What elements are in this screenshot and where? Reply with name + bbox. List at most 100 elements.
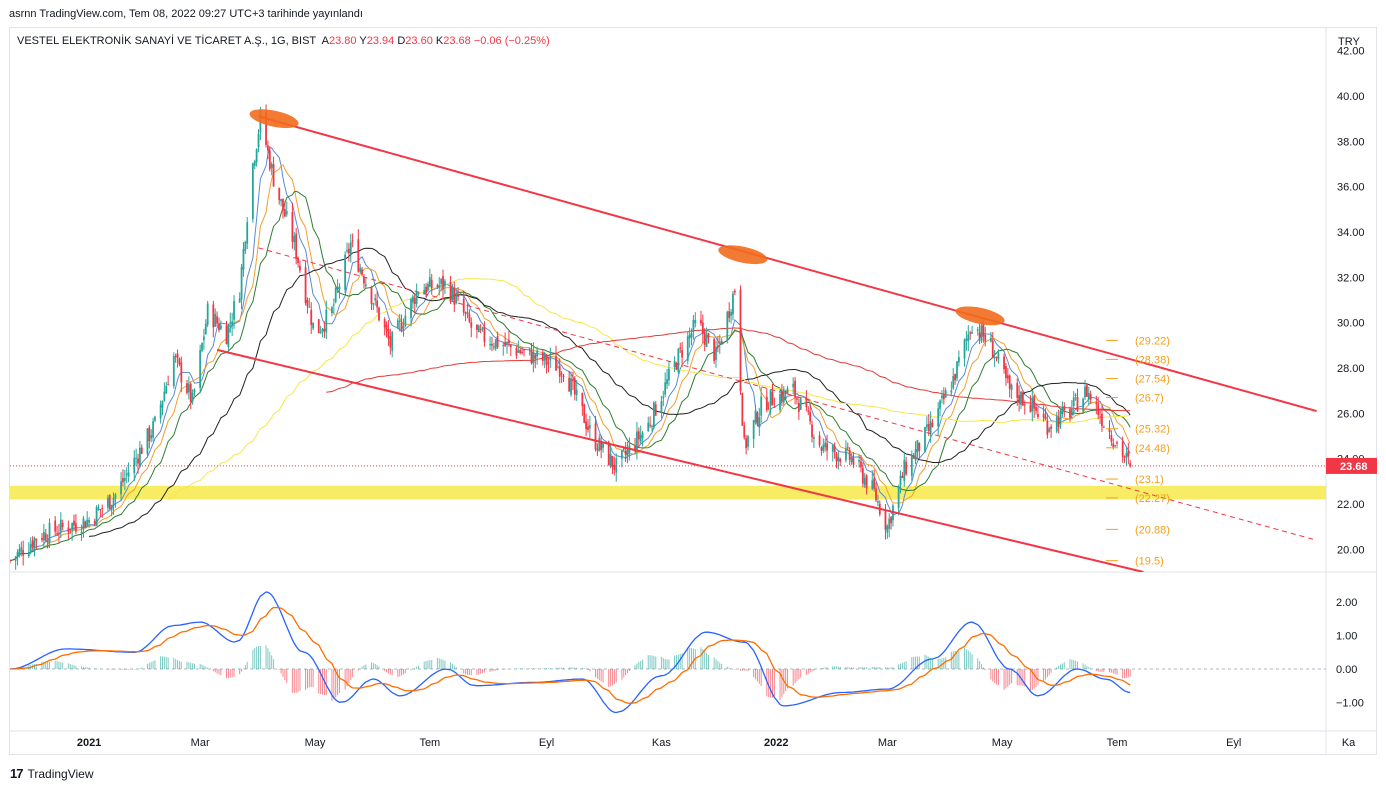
candle-body xyxy=(769,389,772,407)
candle-body xyxy=(675,363,678,370)
channel-lower-line[interactable] xyxy=(216,348,1144,572)
candle-body xyxy=(875,488,877,501)
candle-body xyxy=(758,417,761,427)
candle-body xyxy=(396,320,399,329)
candle-body xyxy=(846,447,849,449)
candle-body xyxy=(291,211,294,242)
candle-body xyxy=(148,427,151,442)
candle-body xyxy=(860,461,862,468)
time-tick-label: May xyxy=(305,737,326,749)
candle-body xyxy=(349,242,352,255)
candle-body xyxy=(508,340,510,344)
candle-body xyxy=(229,322,232,324)
candle-body xyxy=(1089,393,1092,400)
candle-body xyxy=(323,328,326,332)
candle-body xyxy=(809,411,812,422)
candle-body xyxy=(359,267,362,272)
candle-body xyxy=(95,506,98,526)
time-tick-label: Tem xyxy=(419,737,440,749)
macd-tick-label: 0.00 xyxy=(1336,664,1357,676)
candle-body xyxy=(739,289,742,391)
channel-mid-dashed-line[interactable] xyxy=(258,247,1317,541)
candle-body xyxy=(1059,410,1062,425)
candle-body xyxy=(176,353,179,358)
candle-body xyxy=(560,373,563,375)
candle-body xyxy=(756,412,759,425)
candle-body xyxy=(950,390,953,393)
candle-body xyxy=(267,145,269,151)
macd-tick-label: −1.00 xyxy=(1336,698,1364,710)
peak-marker[interactable] xyxy=(717,242,769,268)
candle-body xyxy=(61,523,64,527)
candle-body xyxy=(556,366,559,368)
candle-body xyxy=(246,222,249,244)
candle-body xyxy=(449,281,452,301)
candle-body xyxy=(1055,416,1058,432)
candle-body xyxy=(647,422,650,432)
time-tick-label: 2022 xyxy=(764,737,788,749)
candle-body xyxy=(713,338,716,362)
candle-body xyxy=(479,328,482,331)
candle-body xyxy=(1121,441,1124,457)
candle-body xyxy=(941,395,943,399)
candle-body xyxy=(944,390,947,398)
candle-body xyxy=(216,316,218,324)
candle-body xyxy=(980,325,983,341)
candle-body xyxy=(924,427,926,453)
candle-body xyxy=(666,379,668,385)
candle-body xyxy=(114,494,117,499)
fib-level-label: (24.48) xyxy=(1135,443,1170,455)
candle-body xyxy=(233,300,235,320)
candle-body xyxy=(1033,395,1036,409)
candle-body xyxy=(884,511,887,530)
candle-body xyxy=(319,332,322,334)
macd-line xyxy=(10,591,1131,714)
candle-body xyxy=(372,303,375,305)
candle-body xyxy=(707,333,710,338)
candle-body xyxy=(363,276,365,284)
candle-body xyxy=(1084,386,1086,398)
candle-body xyxy=(826,443,828,451)
candle-body xyxy=(718,341,721,344)
candle-body xyxy=(444,280,446,287)
candle-body xyxy=(255,149,258,163)
candle-body xyxy=(146,428,149,454)
candle-body xyxy=(282,198,284,211)
peak-marker[interactable] xyxy=(954,303,1006,329)
candle-body xyxy=(1063,406,1066,411)
publish-caption: asrnn TradingView.com, Tem 08, 2022 09:2… xyxy=(9,8,363,20)
candle-body xyxy=(125,473,128,475)
candle-body xyxy=(781,391,783,402)
channel-upper-line[interactable] xyxy=(258,115,1317,413)
candle-body xyxy=(558,366,561,377)
candle-body xyxy=(415,291,418,304)
candle-body xyxy=(502,345,505,347)
candle-body xyxy=(952,376,955,389)
candle-body xyxy=(963,339,966,359)
candle-body xyxy=(293,235,296,243)
candle-body xyxy=(152,421,154,438)
candle-body xyxy=(310,309,313,325)
candle-body xyxy=(1003,356,1005,370)
candle-body xyxy=(792,383,795,388)
candle-body xyxy=(346,250,348,252)
candle-body xyxy=(639,434,642,442)
candle-body xyxy=(701,322,704,334)
candle-body xyxy=(470,322,473,328)
candle-body xyxy=(122,478,124,483)
candle-body xyxy=(387,329,390,339)
candle-body xyxy=(773,406,776,408)
candle-body xyxy=(984,334,987,342)
candle-body xyxy=(1016,382,1019,398)
candle-body xyxy=(677,348,680,373)
candle-body xyxy=(728,311,731,318)
candle-body xyxy=(588,425,591,429)
candle-body xyxy=(1029,404,1032,413)
peak-marker[interactable] xyxy=(248,106,300,132)
candle-body xyxy=(133,457,136,474)
candle-body xyxy=(1114,445,1117,447)
candle-body xyxy=(214,313,217,327)
candle-body xyxy=(901,475,904,478)
candle-body xyxy=(306,299,309,307)
